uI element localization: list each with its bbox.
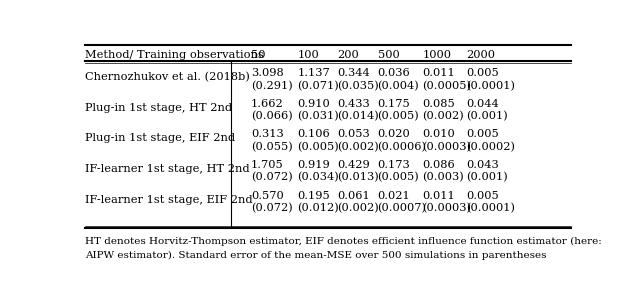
Text: 50: 50 bbox=[251, 50, 266, 60]
Text: 0.344: 0.344 bbox=[337, 68, 370, 78]
Text: 0.429: 0.429 bbox=[337, 160, 370, 170]
Text: 0.021: 0.021 bbox=[378, 191, 410, 201]
Text: 0.910: 0.910 bbox=[297, 99, 330, 109]
Text: (0.004): (0.004) bbox=[378, 81, 419, 91]
Text: 500: 500 bbox=[378, 50, 399, 60]
Text: 0.011: 0.011 bbox=[422, 191, 455, 201]
Text: (0.001): (0.001) bbox=[466, 172, 508, 183]
Text: (0.001): (0.001) bbox=[466, 111, 508, 122]
Text: 0.106: 0.106 bbox=[297, 129, 330, 139]
Text: HT denotes Horvitz-Thompson estimator, EIF denotes efficient influence function : HT denotes Horvitz-Thompson estimator, E… bbox=[85, 237, 602, 246]
Text: 0.173: 0.173 bbox=[378, 160, 410, 170]
Text: (0.002): (0.002) bbox=[422, 111, 464, 122]
Text: 0.175: 0.175 bbox=[378, 99, 410, 109]
Text: 0.086: 0.086 bbox=[422, 160, 455, 170]
Text: 0.919: 0.919 bbox=[297, 160, 330, 170]
Text: 0.195: 0.195 bbox=[297, 191, 330, 201]
Text: (0.003): (0.003) bbox=[422, 172, 464, 183]
Text: IF-learner 1st stage, EIF 2nd: IF-learner 1st stage, EIF 2nd bbox=[85, 195, 253, 205]
Text: (0.012): (0.012) bbox=[297, 203, 339, 214]
Text: 0.044: 0.044 bbox=[466, 99, 499, 109]
Text: 0.085: 0.085 bbox=[422, 99, 455, 109]
Text: (0.066): (0.066) bbox=[251, 111, 293, 122]
Text: (0.005): (0.005) bbox=[378, 172, 419, 183]
Text: AIPW estimator). Standard error of the mean-MSE over 500 simulations in parenthe: AIPW estimator). Standard error of the m… bbox=[85, 251, 547, 260]
Text: (0.0006): (0.0006) bbox=[378, 142, 427, 152]
Text: (0.072): (0.072) bbox=[251, 172, 293, 183]
Text: 100: 100 bbox=[297, 50, 319, 60]
Text: (0.002): (0.002) bbox=[337, 142, 379, 152]
Text: 0.570: 0.570 bbox=[251, 191, 284, 201]
Text: (0.0001): (0.0001) bbox=[466, 81, 515, 91]
Text: (0.002): (0.002) bbox=[337, 203, 379, 214]
Text: 1.705: 1.705 bbox=[251, 160, 284, 170]
Text: 1.137: 1.137 bbox=[297, 68, 330, 78]
Text: Method/ Training observations: Method/ Training observations bbox=[85, 50, 264, 60]
Text: 0.313: 0.313 bbox=[251, 129, 284, 139]
Text: (0.291): (0.291) bbox=[251, 81, 293, 91]
Text: 0.053: 0.053 bbox=[337, 129, 370, 139]
Text: 0.010: 0.010 bbox=[422, 129, 455, 139]
Text: (0.0001): (0.0001) bbox=[466, 203, 515, 214]
Text: 0.005: 0.005 bbox=[466, 129, 499, 139]
Text: 0.005: 0.005 bbox=[466, 68, 499, 78]
Text: 0.011: 0.011 bbox=[422, 68, 455, 78]
Text: 1000: 1000 bbox=[422, 50, 451, 60]
Text: (0.0003): (0.0003) bbox=[422, 203, 471, 214]
Text: 1.662: 1.662 bbox=[251, 99, 284, 109]
Text: (0.014): (0.014) bbox=[337, 111, 379, 122]
Text: (0.0007): (0.0007) bbox=[378, 203, 427, 214]
Text: (0.0002): (0.0002) bbox=[466, 142, 515, 152]
Text: 0.020: 0.020 bbox=[378, 129, 410, 139]
Text: 0.043: 0.043 bbox=[466, 160, 499, 170]
Text: (0.071): (0.071) bbox=[297, 81, 339, 91]
Text: (0.0005): (0.0005) bbox=[422, 81, 471, 91]
Text: (0.013): (0.013) bbox=[337, 172, 379, 183]
Text: 0.036: 0.036 bbox=[378, 68, 410, 78]
Text: 0.005: 0.005 bbox=[466, 191, 499, 201]
Text: 0.061: 0.061 bbox=[337, 191, 370, 201]
Text: (0.031): (0.031) bbox=[297, 111, 339, 122]
Text: IF-learner 1st stage, HT 2nd: IF-learner 1st stage, HT 2nd bbox=[85, 164, 250, 174]
Text: (0.034): (0.034) bbox=[297, 172, 339, 183]
Text: 3.098: 3.098 bbox=[251, 68, 284, 78]
Text: 2000: 2000 bbox=[466, 50, 495, 60]
Text: (0.055): (0.055) bbox=[251, 142, 293, 152]
Text: 0.433: 0.433 bbox=[337, 99, 370, 109]
Text: (0.035): (0.035) bbox=[337, 81, 379, 91]
Text: (0.0003): (0.0003) bbox=[422, 142, 471, 152]
Text: 200: 200 bbox=[337, 50, 358, 60]
Text: Plug-in 1st stage, HT 2nd: Plug-in 1st stage, HT 2nd bbox=[85, 103, 232, 113]
Text: Chernozhukov et al. (2018b): Chernozhukov et al. (2018b) bbox=[85, 72, 250, 82]
Text: (0.072): (0.072) bbox=[251, 203, 293, 214]
Text: Plug-in 1st stage, EIF 2nd: Plug-in 1st stage, EIF 2nd bbox=[85, 133, 235, 143]
Text: (0.005): (0.005) bbox=[297, 142, 339, 152]
Text: (0.005): (0.005) bbox=[378, 111, 419, 122]
